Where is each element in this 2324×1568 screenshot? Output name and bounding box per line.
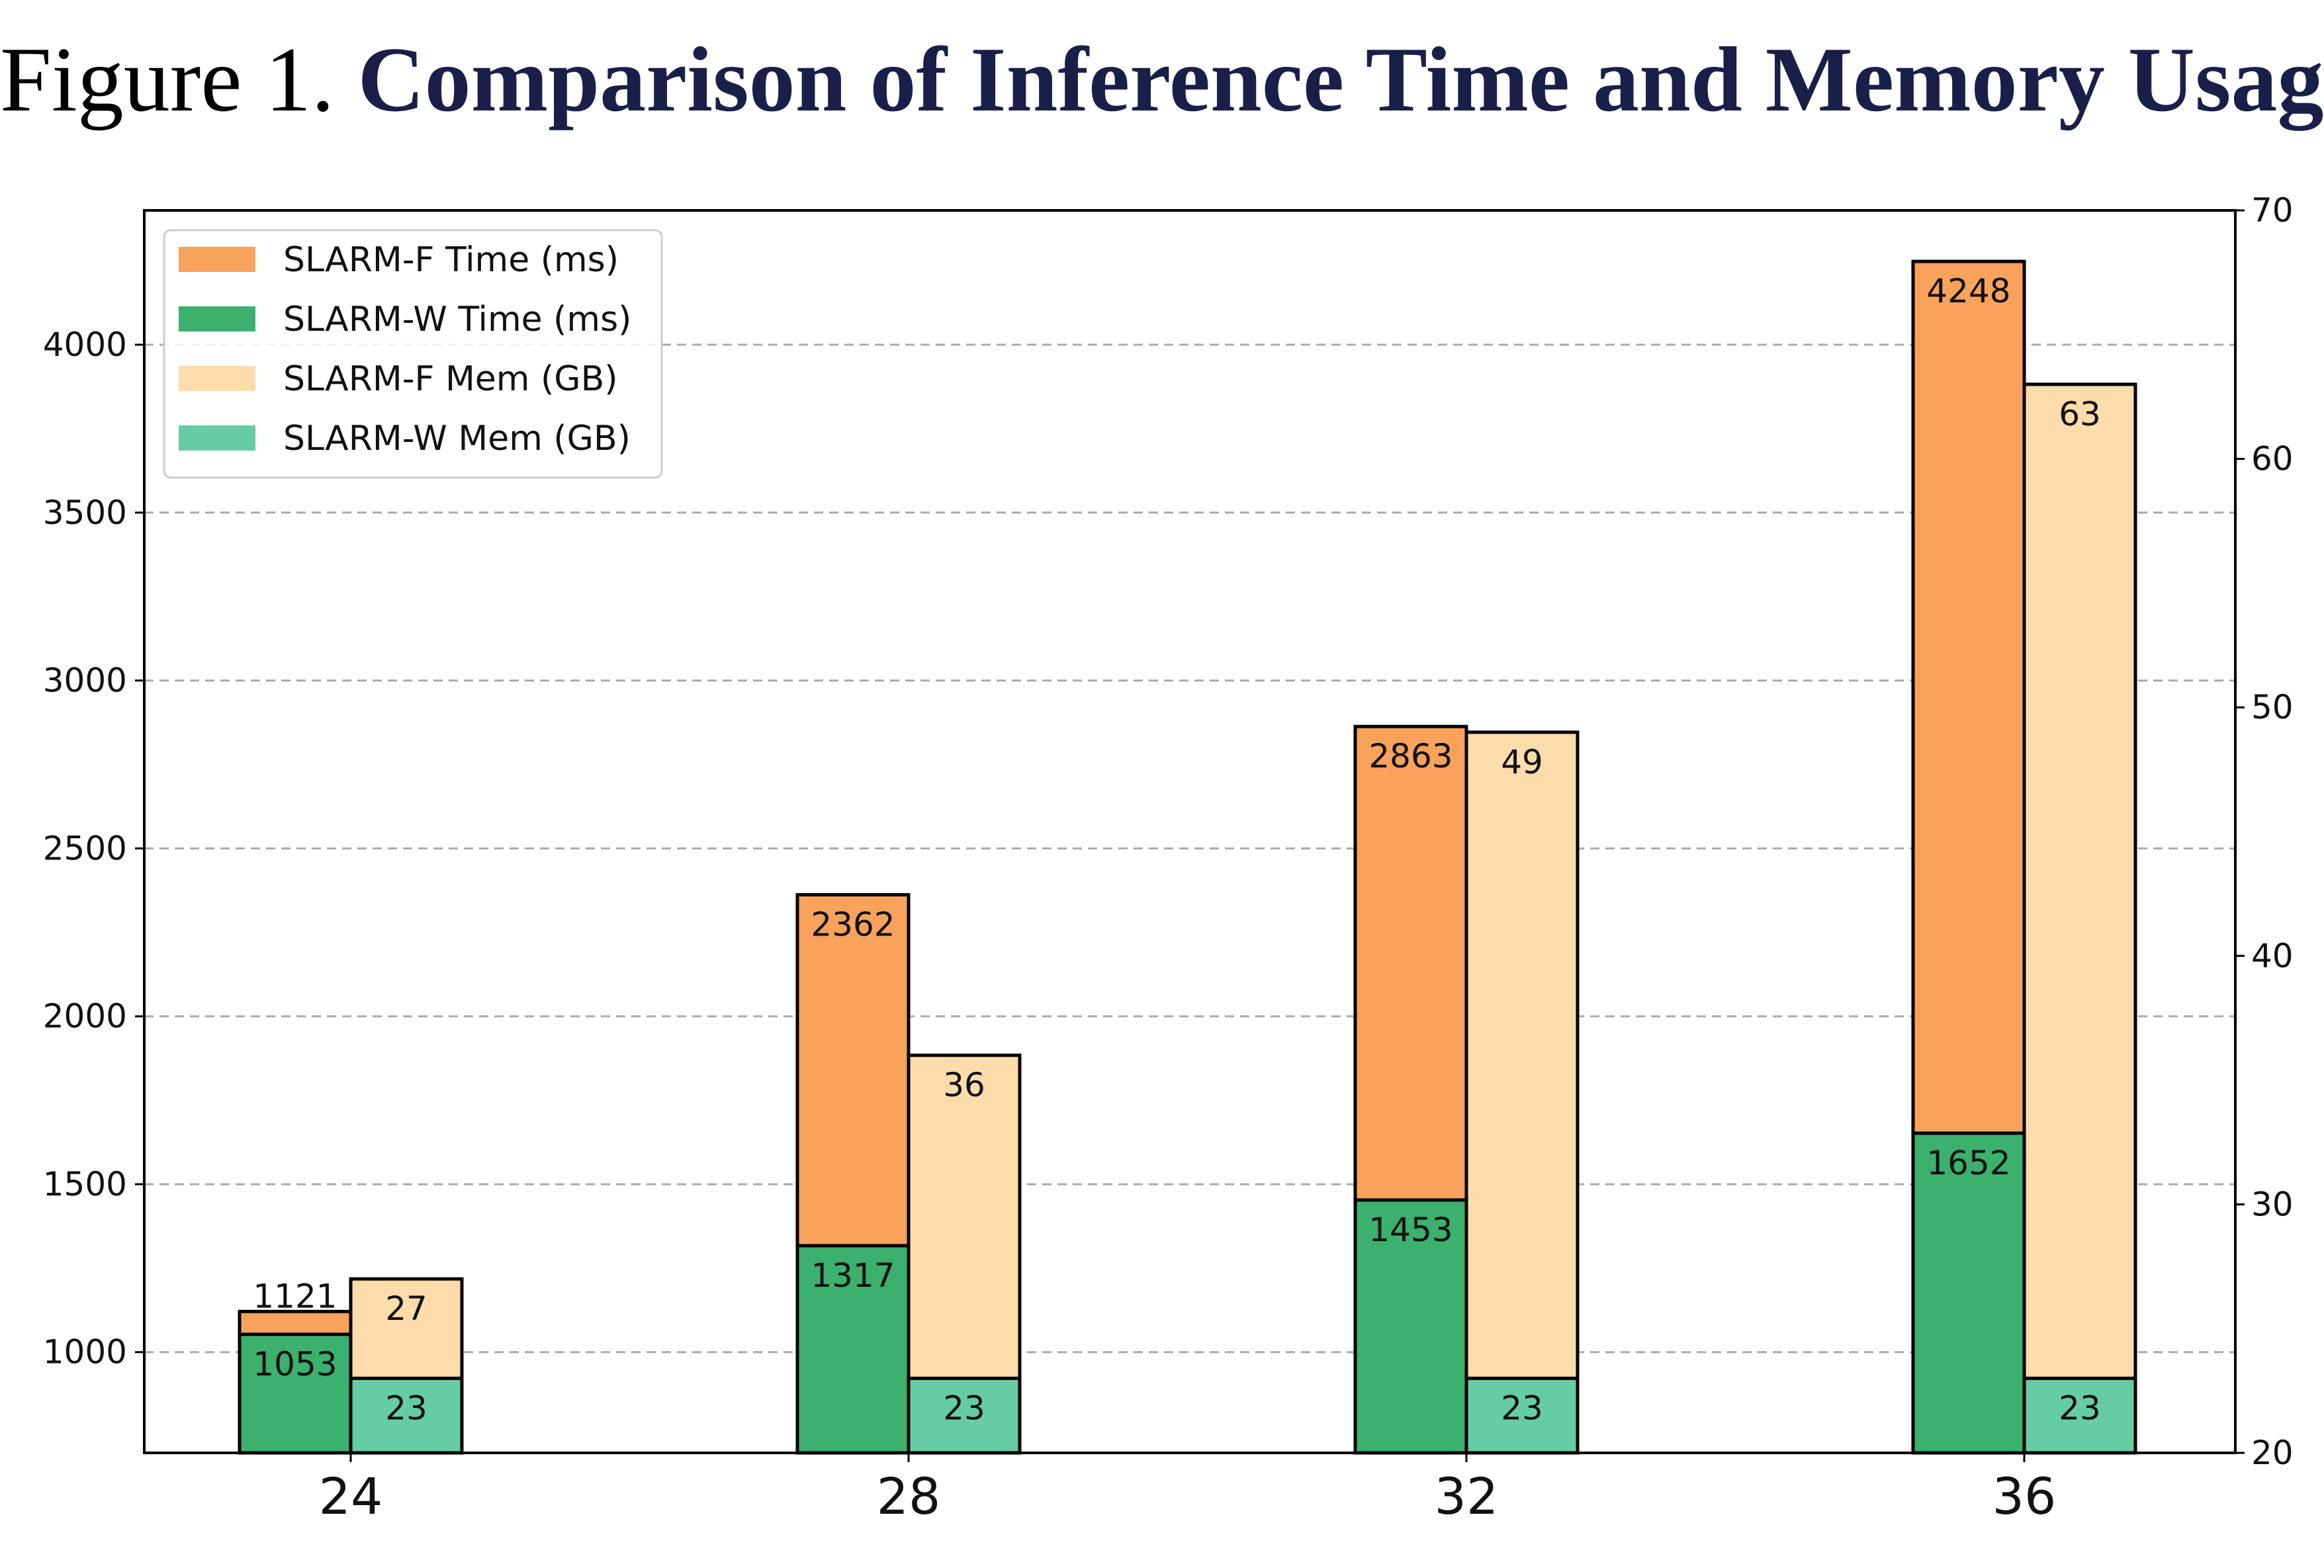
- data-label-slarm-f-time: 2362: [811, 905, 895, 943]
- x-tick-label: 36: [1992, 1467, 2057, 1526]
- legend-box: [163, 229, 663, 479]
- x-tick-label: 24: [319, 1467, 383, 1526]
- figure-title: Comparison of Inference Time and Memory …: [357, 28, 2324, 131]
- legend-label: SLARM-F Mem (GB): [283, 359, 618, 399]
- x-tick-label: 32: [1435, 1467, 1499, 1526]
- data-label-slarm-w-time: 1652: [1926, 1144, 2010, 1182]
- y-left-tick-label: 3500: [43, 494, 127, 532]
- data-labels: 1121 1053 27 23 2362 1317 36 23 2863 1453 49 23 4248…: [253, 272, 2100, 1427]
- bar-slarm-w-time: [238, 1332, 353, 1455]
- chart-title: Figure 1. Comparison of Inference Time a…: [0, 26, 2324, 133]
- legend-swatch: [179, 366, 255, 391]
- bar-slarm-f-mem: [2022, 382, 2137, 1455]
- y-left-tick-label: 1000: [43, 1333, 127, 1372]
- y-left-tick-label: 2000: [43, 997, 127, 1035]
- bar-slarm-w-time: [1353, 1198, 1468, 1455]
- legend-label: SLARM-W Time (ms): [283, 300, 631, 339]
- x-tick-label: 28: [877, 1467, 941, 1526]
- y-right-tick-label: 40: [2251, 937, 2294, 975]
- data-label-slarm-f-mem: 63: [2059, 395, 2101, 433]
- y-left-tick-label: 1500: [43, 1165, 127, 1203]
- axis-ticks: 1000 1500 2000 2500 3000 3500 4000 20 30 40 50 60 70…: [43, 191, 2294, 1526]
- legend-label: SLARM-W Mem (GB): [283, 419, 631, 458]
- grid-lines: [144, 343, 2235, 1354]
- y-right-tick-label: 30: [2251, 1185, 2294, 1223]
- data-label-slarm-w-mem: 23: [943, 1389, 985, 1427]
- figure-number: Figure 1.: [0, 28, 335, 131]
- y-right-tick-label: 50: [2251, 688, 2294, 726]
- data-label-slarm-w-time: 1317: [811, 1256, 895, 1295]
- y-left-tick-label: 4000: [43, 326, 127, 364]
- data-label-slarm-f-time: 2863: [1368, 737, 1452, 775]
- data-label-slarm-w-mem: 23: [385, 1389, 427, 1427]
- data-label-slarm-f-time: 4248: [1926, 272, 2010, 310]
- bar-slarm-w-mem: [349, 1376, 464, 1455]
- y-right-tick-label: 70: [2251, 191, 2294, 230]
- data-label-slarm-f-mem: 36: [943, 1066, 985, 1104]
- y-right-tick-label: 20: [2251, 1434, 2294, 1472]
- y-right-tick-label: 60: [2251, 440, 2294, 478]
- bar-slarm-w-mem: [2022, 1376, 2137, 1455]
- data-label-slarm-f-mem: 49: [1501, 743, 1543, 781]
- data-label-slarm-w-time: 1053: [253, 1345, 337, 1383]
- y-left-tick-label: 3000: [43, 662, 127, 700]
- y-left-tick-label: 2500: [43, 829, 127, 867]
- bar-slarm-w-mem: [907, 1376, 1022, 1455]
- legend-swatch: [179, 247, 255, 272]
- data-label-slarm-w-time: 1453: [1368, 1211, 1452, 1249]
- legend: SLARM-F Time (ms) SLARM-W Time (ms) SLARM-…: [163, 229, 663, 479]
- legend-swatch: [179, 425, 255, 451]
- bar-slarm-f-mem: [1464, 730, 1580, 1455]
- legend-label: SLARM-F Time (ms): [283, 240, 619, 280]
- data-label-slarm-f-time: 1121: [253, 1277, 337, 1315]
- data-label-slarm-w-mem: 23: [2059, 1389, 2101, 1427]
- plot-frame: [143, 209, 2237, 1454]
- data-label-slarm-f-mem: 27: [385, 1289, 427, 1328]
- legend-swatch: [179, 306, 255, 331]
- bars: [238, 259, 2137, 1455]
- data-label-slarm-w-mem: 23: [1501, 1389, 1543, 1427]
